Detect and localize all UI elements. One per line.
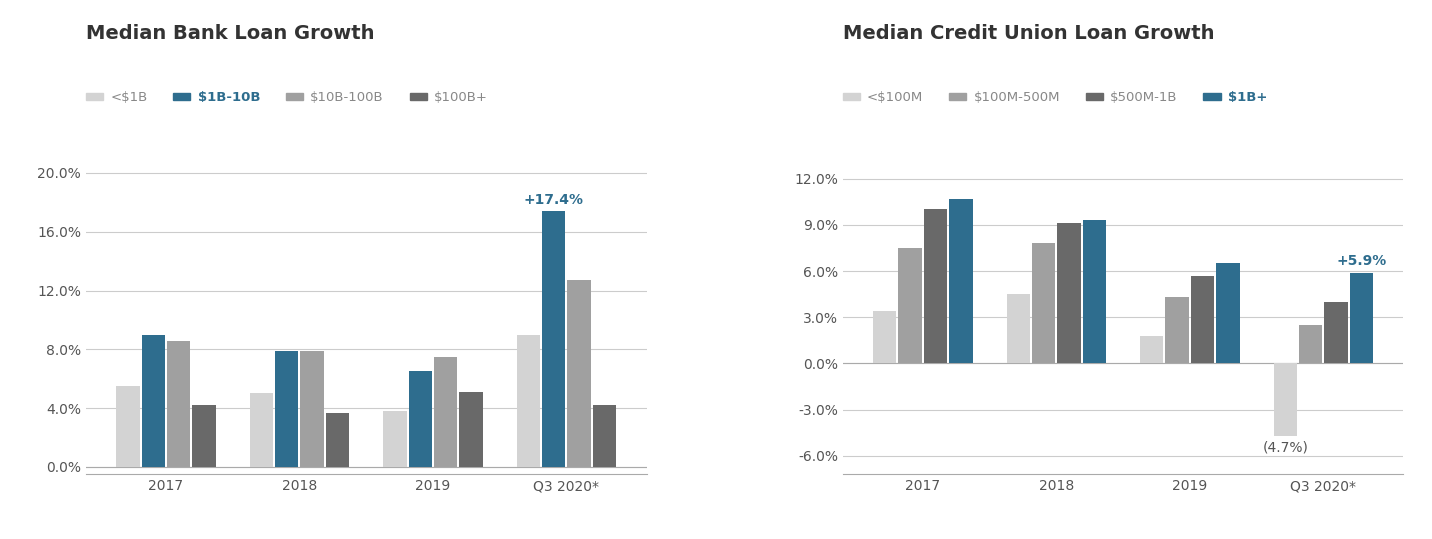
Bar xyxy=(1299,325,1322,363)
Bar xyxy=(1349,273,1373,363)
Bar xyxy=(1032,243,1055,363)
Text: +17.4%: +17.4% xyxy=(524,193,584,207)
Text: +5.9%: +5.9% xyxy=(1336,254,1386,268)
Bar xyxy=(1325,302,1348,363)
Bar xyxy=(384,411,407,467)
Bar xyxy=(116,386,140,467)
Text: $100B+: $100B+ xyxy=(434,91,488,103)
Bar xyxy=(1166,297,1189,363)
Bar xyxy=(924,210,947,363)
Bar xyxy=(1273,363,1297,436)
Bar xyxy=(192,405,216,467)
Bar xyxy=(168,341,190,467)
Text: (4.7%): (4.7%) xyxy=(1262,440,1309,454)
Bar xyxy=(874,311,896,363)
Bar xyxy=(1083,220,1106,363)
Bar xyxy=(567,280,591,467)
Bar xyxy=(949,199,972,363)
Bar xyxy=(275,351,298,467)
Bar xyxy=(1216,264,1240,363)
Text: $1B+: $1B+ xyxy=(1227,91,1267,103)
Bar xyxy=(1191,275,1214,363)
Bar xyxy=(408,371,432,467)
Text: Median Credit Union Loan Growth: Median Credit Union Loan Growth xyxy=(843,24,1214,43)
Bar xyxy=(434,357,457,467)
Bar xyxy=(460,392,483,467)
Text: <$1B: <$1B xyxy=(110,91,147,103)
Bar xyxy=(1007,294,1030,363)
Text: $100M-500M: $100M-500M xyxy=(974,91,1060,103)
Bar xyxy=(142,335,165,467)
Bar xyxy=(517,335,540,467)
Bar xyxy=(1140,336,1163,363)
Text: $1B-10B: $1B-10B xyxy=(198,91,261,103)
Bar xyxy=(1057,223,1081,363)
Bar xyxy=(898,248,922,363)
Bar xyxy=(543,211,566,467)
Text: <$100M: <$100M xyxy=(868,91,924,103)
Text: $10B-100B: $10B-100B xyxy=(311,91,384,103)
Bar xyxy=(593,405,616,467)
Text: $500M-1B: $500M-1B xyxy=(1110,91,1177,103)
Bar xyxy=(326,412,349,467)
Text: Median Bank Loan Growth: Median Bank Loan Growth xyxy=(86,24,374,43)
Bar xyxy=(249,393,274,467)
Bar xyxy=(301,351,324,467)
